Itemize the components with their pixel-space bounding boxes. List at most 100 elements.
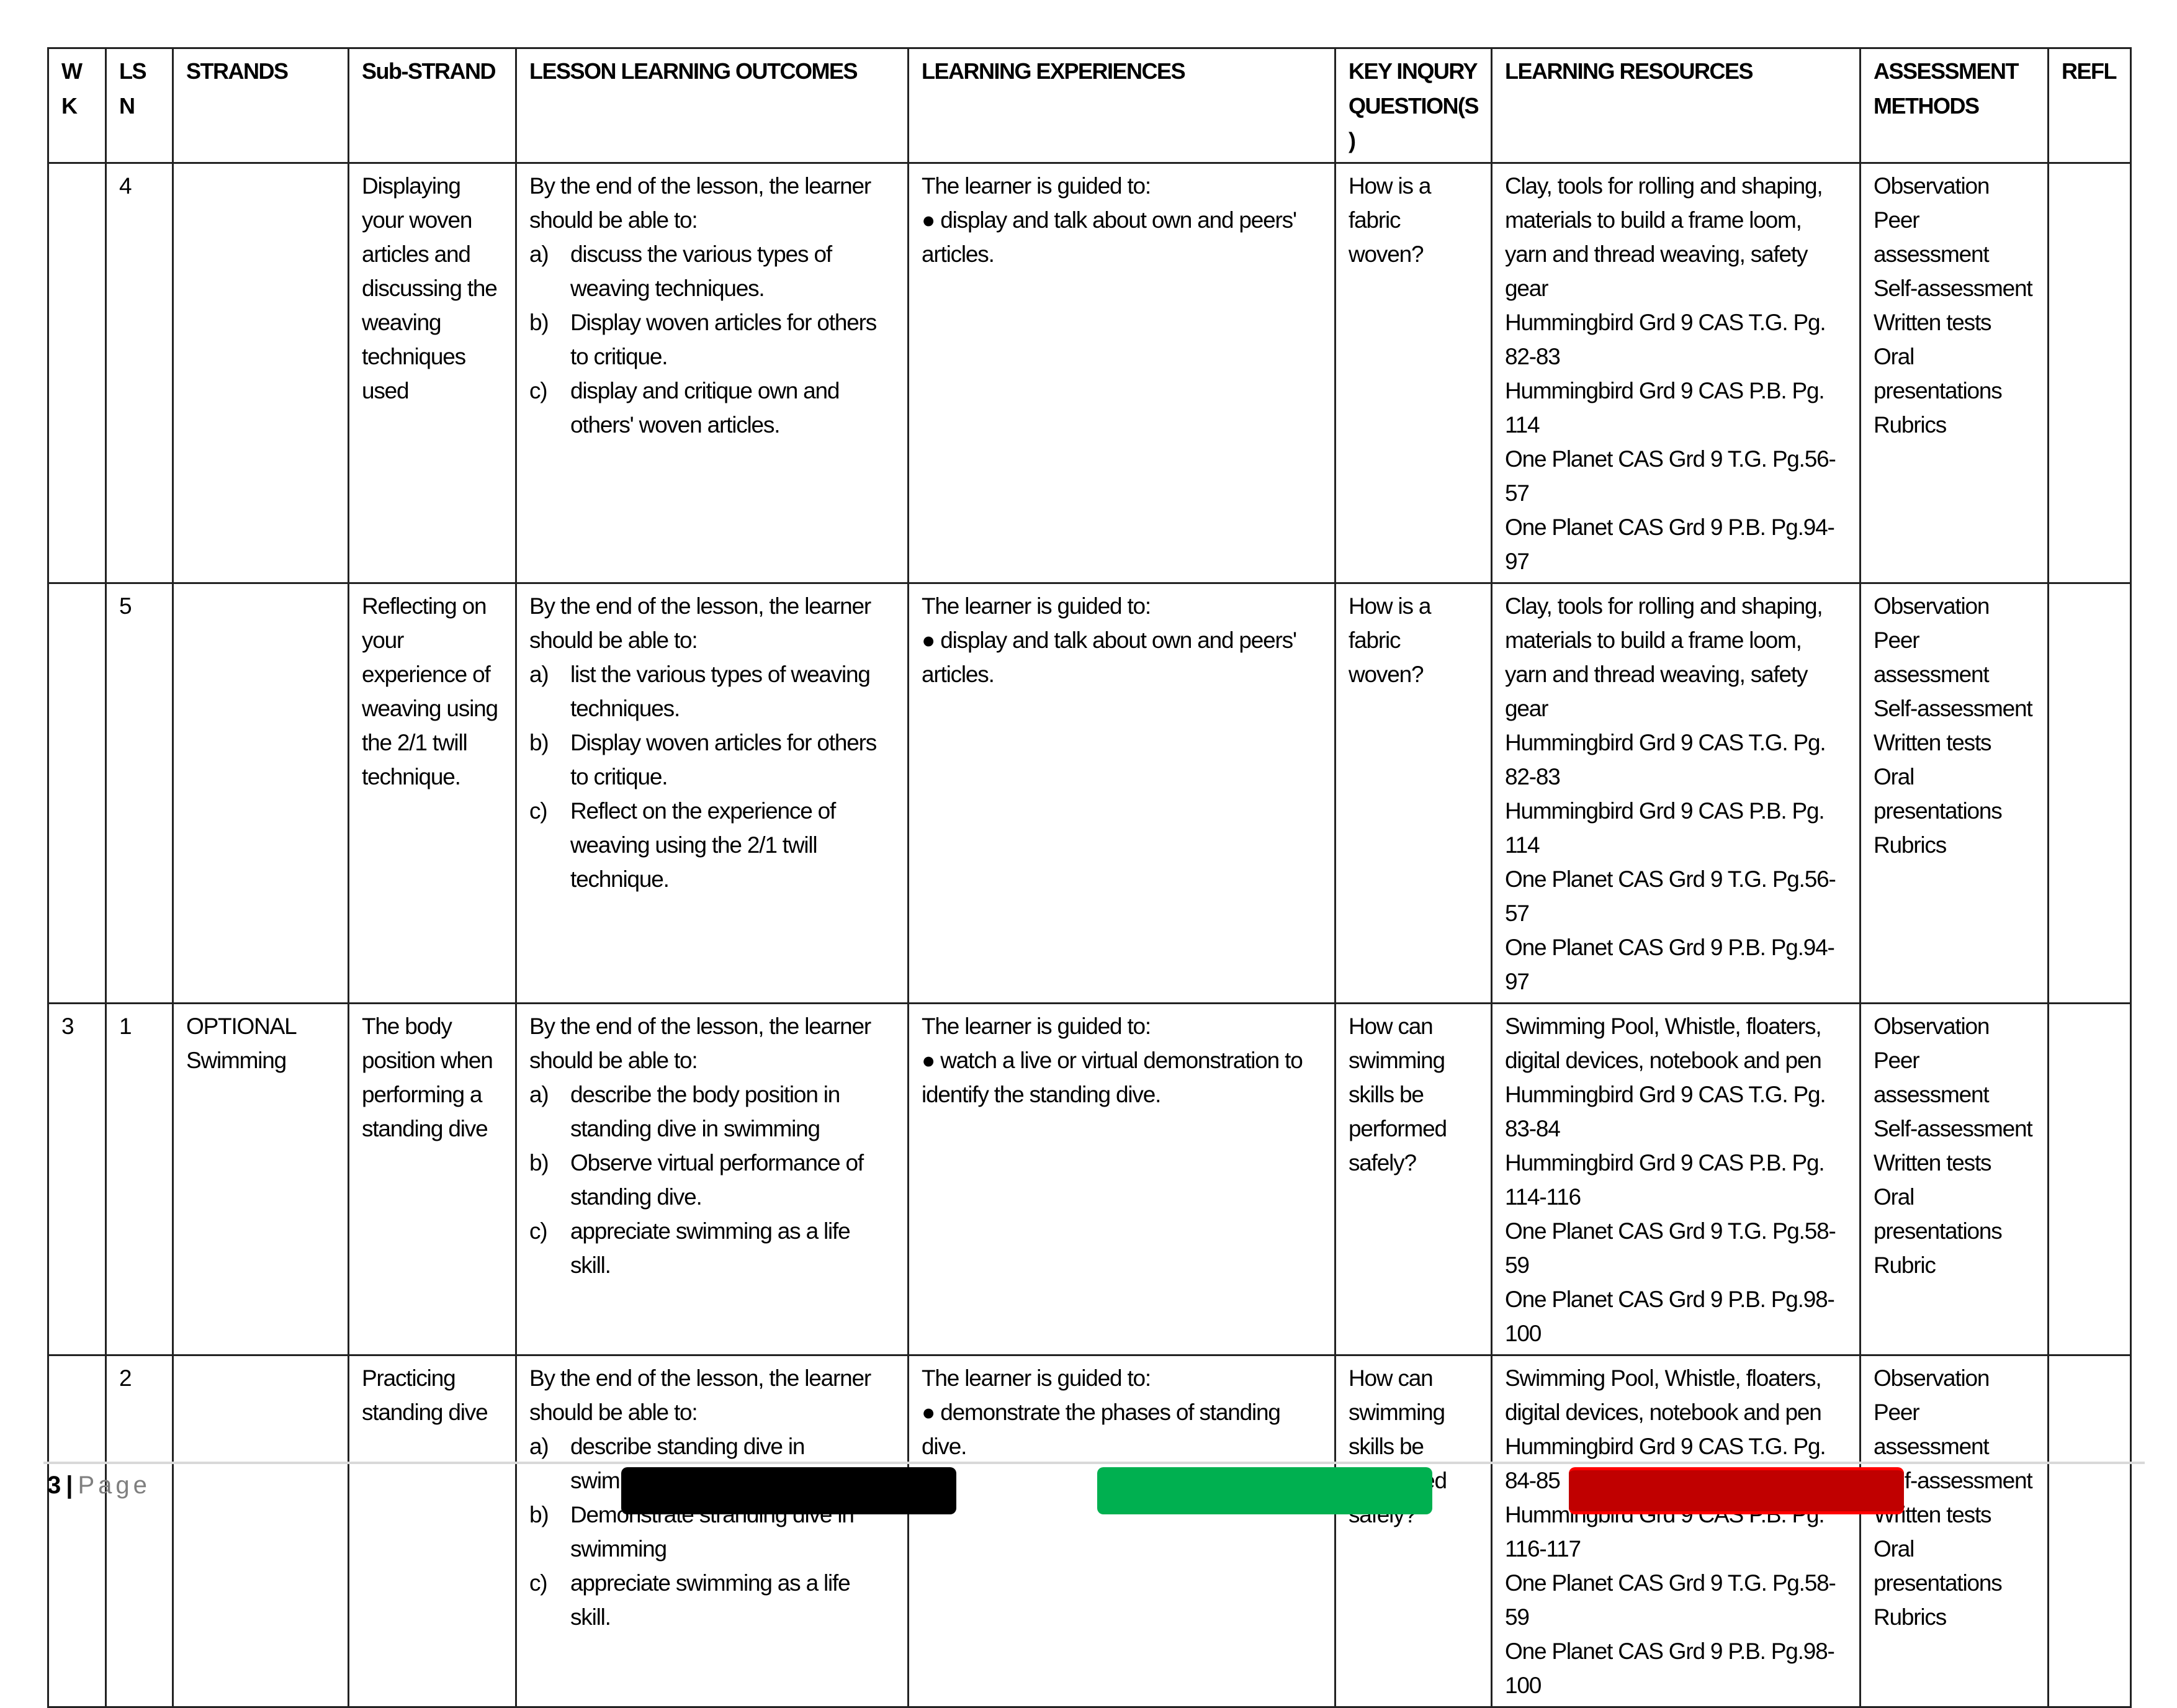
table-row: 2 Practicing standing dive By the end of t…	[47, 1354, 2132, 1708]
outcome-letter: c)	[529, 378, 548, 403]
reflection-cell	[2047, 1002, 2132, 1356]
outcome-letter: a)	[529, 241, 549, 267]
experiences-intro: The learner is guided to:	[922, 593, 1151, 619]
lesson-cell: 4	[105, 162, 174, 584]
outcome-letter: a)	[529, 662, 549, 687]
experience-item: ● display and talk about own and peers' …	[922, 623, 1322, 691]
page-footer: 3 | Page	[47, 1470, 151, 1501]
outcome-letter: b)	[529, 730, 549, 755]
assessment-item: Written tests	[1874, 1150, 1992, 1175]
outcomes-intro: By the end of the lesson, the learner sh…	[529, 593, 871, 653]
strand-cell	[172, 582, 349, 1004]
table-row: 5 Reflecting on your experience of weavin…	[47, 582, 2132, 1004]
assessment-item: Self-assessment	[1874, 696, 2033, 721]
header-week: W K	[47, 47, 107, 164]
outcomes-cell: By the end of the lesson, the learner sh…	[515, 1354, 909, 1708]
substrand-cell: Practicing standing dive	[348, 1354, 517, 1708]
outcome-item: b) Display woven articles for others to c…	[529, 726, 895, 794]
assessment-cell: Observation Peer assessment Self-assessmen…	[1859, 162, 2049, 584]
resource-item: One Planet CAS Grd 9 P.B. Pg.98-100	[1505, 1287, 1835, 1346]
outcome-letter: c)	[529, 1218, 548, 1244]
resource-item: One Planet CAS Grd 9 P.B. Pg.98-100	[1505, 1638, 1835, 1698]
resource-item: Clay, tools for rolling and shaping, mat…	[1505, 173, 1823, 301]
lesson-cell: 5	[105, 582, 174, 1004]
assessment-item: Rubrics	[1874, 412, 1947, 438]
assessment-item: Oral presentations	[1874, 764, 2003, 824]
week-cell	[47, 162, 107, 584]
strand-cell: OPTIONAL Swimming	[172, 1002, 349, 1356]
outcomes-cell: By the end of the lesson, the learner sh…	[515, 162, 909, 584]
outcome-letter: b)	[529, 1502, 549, 1527]
resource-item: One Planet CAS Grd 9 T.G. Pg.58-59	[1505, 1570, 1836, 1630]
reflection-cell	[2047, 1354, 2132, 1708]
header-learning-resources: LEARNING RESOURCES	[1491, 47, 1861, 164]
assessment-item: Observation	[1874, 173, 1990, 199]
page-number: 3	[47, 1472, 61, 1499]
outcome-item: a) discuss the various types of weaving t…	[529, 237, 895, 305]
substrand-cell: Reflecting on your experience of weaving…	[348, 582, 517, 1004]
outcomes-intro: By the end of the lesson, the learner sh…	[529, 173, 871, 233]
outcome-letter: b)	[529, 310, 549, 335]
lesson-cell: 2	[105, 1354, 174, 1708]
strand-cell	[172, 1354, 349, 1708]
outcome-item: a) describe the body position in standing…	[529, 1077, 895, 1146]
assessment-item: Observation	[1874, 1014, 1990, 1039]
outcome-letter: a)	[529, 1082, 549, 1107]
black-footer-bar	[621, 1467, 956, 1514]
outcome-item: b) Display woven articles for others to c…	[529, 305, 895, 374]
experiences-cell: The learner is guided to: ● watch a live …	[907, 1002, 1336, 1356]
header-reflection: REFL	[2047, 47, 2132, 164]
week-cell	[47, 582, 107, 1004]
outcome-text: Reflect on the experience of weaving usi…	[570, 798, 836, 892]
assessment-cell: Observation Peer assessment Self-assessmen…	[1859, 1002, 2049, 1356]
green-footer-bar	[1097, 1467, 1432, 1514]
page-label: Page	[78, 1472, 151, 1499]
resource-item: Hummingbird Grd 9 CAS T.G. Pg. 82-83	[1505, 310, 1826, 369]
resource-item: One Planet CAS Grd 9 T.G. Pg.56-57	[1505, 446, 1836, 506]
bullet-icon: ●	[922, 207, 935, 233]
bullet-icon: ●	[922, 1048, 935, 1073]
experience-item: ● display and talk about own and peers' …	[922, 203, 1322, 271]
experience-text: display and talk about own and peers' ar…	[922, 207, 1297, 267]
page-separator: |	[66, 1472, 73, 1499]
resource-item: Hummingbird Grd 9 CAS P.B. Pg. 114-116	[1505, 1150, 1825, 1210]
resource-item: Clay, tools for rolling and shaping, mat…	[1505, 593, 1823, 721]
bullet-icon: ●	[922, 627, 935, 653]
assessment-item: Self-assessment	[1874, 1116, 2033, 1141]
outcomes-intro: By the end of the lesson, the learner sh…	[529, 1014, 871, 1073]
outcome-item: c) Reflect on the experience of weaving u…	[529, 794, 895, 896]
header-assessment-methods: ASSESSMENT METHODS	[1859, 47, 2049, 164]
resource-item: One Planet CAS Grd 9 T.G. Pg.58-59	[1505, 1218, 1836, 1278]
assessment-item: Oral presentations	[1874, 344, 2003, 403]
table-row: 3 1 OPTIONAL Swimming The body position whe…	[47, 1002, 2132, 1356]
key-question-cell: How is a fabric woven?	[1334, 162, 1492, 584]
red-footer-bar	[1569, 1467, 1904, 1514]
assessment-item: Rubrics	[1874, 1604, 1947, 1630]
header-learning-outcomes: LESSON LEARNING OUTCOMES	[515, 47, 909, 164]
resource-item: Hummingbird Grd 9 CAS T.G. Pg. 82-83	[1505, 730, 1826, 789]
outcome-text: Observe virtual performance of standing …	[570, 1150, 864, 1210]
experience-text: watch a live or virtual demonstration to…	[922, 1048, 1303, 1107]
reflection-cell	[2047, 162, 2132, 584]
header-sub-strand: Sub-STRAND	[348, 47, 517, 164]
key-question-cell: How can swimming skills be performed saf…	[1334, 1354, 1492, 1708]
footer-divider	[43, 1462, 2145, 1464]
header-row: W K LS N STRANDS Sub-STRAND LESSON LEARNING …	[47, 47, 2132, 164]
assessment-item: Peer assessment	[1874, 207, 1990, 267]
outcome-item: b) Observe virtual performance of standin…	[529, 1146, 895, 1214]
reflection-cell	[2047, 582, 2132, 1004]
resources-cell: Clay, tools for rolling and shaping, mat…	[1491, 162, 1861, 584]
outcome-text: display and critique own and others' wov…	[570, 378, 840, 438]
outcome-letter: a)	[529, 1434, 549, 1459]
experiences-intro: The learner is guided to:	[922, 173, 1151, 199]
assessment-item: Self-assessment	[1874, 276, 2033, 301]
assessment-item: Peer assessment	[1874, 1400, 1990, 1459]
outcome-text: Display woven articles for others to cri…	[570, 310, 877, 369]
table-row: 4 Displaying your woven articles and disc…	[47, 162, 2132, 584]
resources-cell: Swimming Pool, Whistle, floaters, digita…	[1491, 1002, 1861, 1356]
experiences-intro: The learner is guided to:	[922, 1014, 1151, 1039]
assessment-item: Peer assessment	[1874, 1048, 1990, 1107]
experience-text: display and talk about own and peers' ar…	[922, 627, 1297, 687]
outcome-text: describe the body position in standing d…	[570, 1082, 840, 1141]
resource-item: One Planet CAS Grd 9 P.B. Pg.94-97	[1505, 515, 1835, 574]
